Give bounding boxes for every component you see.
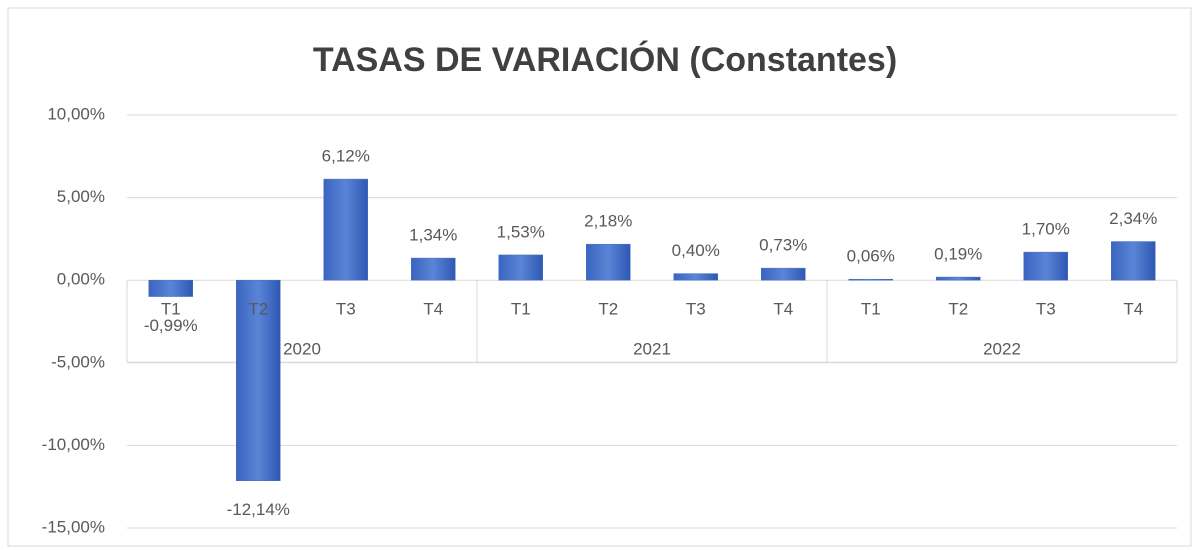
bar xyxy=(498,254,543,281)
data-label: 0,06% xyxy=(847,247,895,266)
group-label: 2021 xyxy=(633,340,671,359)
data-label: 0,40% xyxy=(672,241,720,260)
data-label: 1,53% xyxy=(497,222,545,241)
data-label: 0,19% xyxy=(934,245,982,264)
data-label: 1,70% xyxy=(1022,220,1070,239)
y-tick-label: 10,00% xyxy=(47,104,105,123)
x-tick-label: T3 xyxy=(1036,300,1056,319)
x-tick-label: T4 xyxy=(773,300,793,319)
x-tick-label: T2 xyxy=(598,300,618,319)
y-tick-label: -15,00% xyxy=(42,517,105,536)
bar xyxy=(673,273,718,281)
x-tick-label: T1 xyxy=(861,300,881,319)
bar xyxy=(148,279,193,297)
data-label: -0,99% xyxy=(144,316,198,335)
x-tick-label: T3 xyxy=(686,300,706,319)
x-tick-label: T2 xyxy=(948,300,968,319)
data-label: -12,14% xyxy=(227,500,290,519)
y-tick-label: 0,00% xyxy=(57,270,105,289)
bar xyxy=(848,278,893,281)
bar xyxy=(1023,251,1068,281)
bar xyxy=(411,257,456,281)
chart-title: TASAS DE VARIACIÓN (Constantes) xyxy=(313,41,897,79)
bar xyxy=(761,267,806,281)
bar xyxy=(936,276,981,281)
x-tick-label: T4 xyxy=(423,300,443,319)
bar xyxy=(323,178,368,281)
data-label: 0,73% xyxy=(759,236,807,255)
x-tick-label: T4 xyxy=(1123,300,1143,319)
x-tick-label: T3 xyxy=(336,300,356,319)
group-label: 2022 xyxy=(983,340,1021,359)
x-tick-label: T2 xyxy=(248,300,268,319)
data-label: 1,34% xyxy=(409,226,457,245)
data-label: 6,12% xyxy=(322,147,370,166)
bar xyxy=(586,243,631,281)
x-tick-label: T1 xyxy=(161,300,181,319)
y-tick-label: 5,00% xyxy=(57,187,105,206)
bar xyxy=(236,279,281,482)
x-tick-label: T1 xyxy=(511,300,531,319)
bar xyxy=(1111,241,1156,281)
data-label: 2,18% xyxy=(584,212,632,231)
data-label: 2,34% xyxy=(1109,209,1157,228)
group-label: 2020 xyxy=(283,340,321,359)
y-tick-label: -10,00% xyxy=(42,435,105,454)
y-tick-label: -5,00% xyxy=(51,352,105,371)
